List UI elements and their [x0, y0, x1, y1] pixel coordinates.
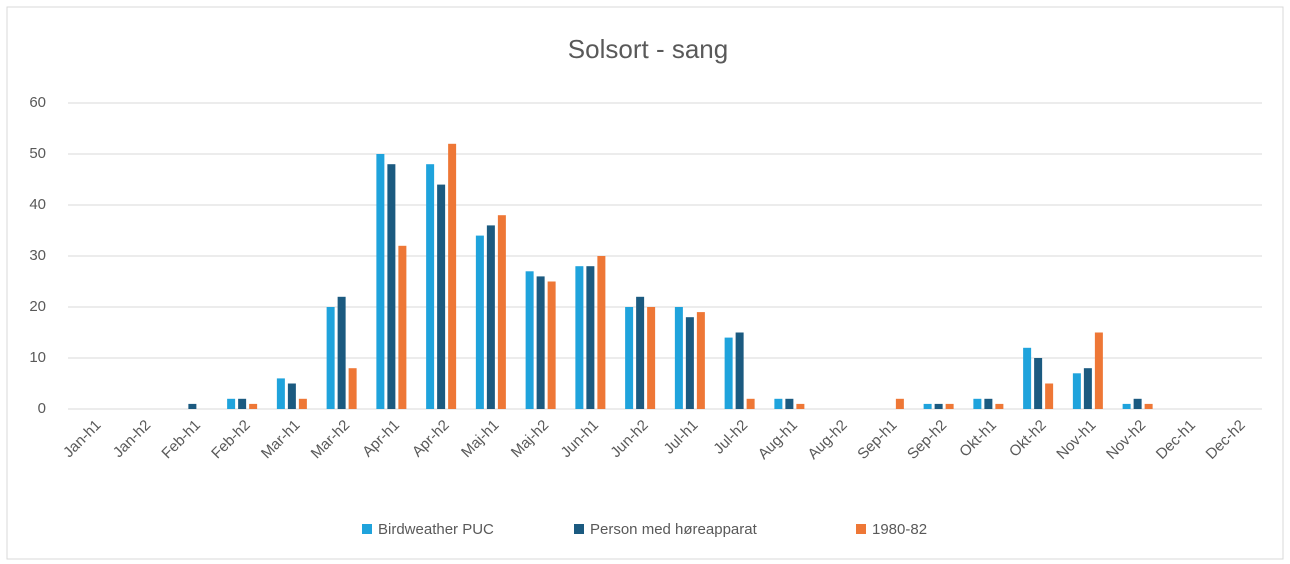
bar: [188, 403, 197, 409]
bar: [1045, 383, 1054, 409]
legend-swatch: [574, 524, 584, 534]
chart-frame: [6, 6, 1284, 560]
y-tick-label: 0: [38, 400, 46, 417]
bar: [735, 332, 744, 409]
bar: [973, 398, 982, 409]
bar: [348, 368, 357, 409]
legend-label: Person med høreapparat: [590, 521, 758, 538]
bar: [1083, 368, 1092, 409]
bar: [984, 398, 993, 409]
legend-label: 1980-82: [872, 521, 927, 538]
chart-title: Solsort - sang: [568, 34, 728, 64]
bar: [525, 271, 534, 409]
bar: [774, 398, 783, 409]
y-tick-label: 10: [29, 349, 46, 366]
bar: [995, 403, 1004, 409]
bar: [597, 256, 606, 409]
bar: [298, 398, 307, 409]
bar: [746, 398, 755, 409]
bar: [934, 403, 943, 409]
bar: [437, 184, 446, 409]
bar: [625, 307, 634, 409]
bar: [1094, 332, 1103, 409]
bar: [1122, 403, 1131, 409]
bar: [1133, 398, 1142, 409]
bar: [426, 164, 435, 409]
bar: [326, 307, 335, 409]
bar: [249, 403, 258, 409]
bar: [276, 378, 285, 409]
bar: [486, 225, 495, 409]
y-tick-label: 30: [29, 247, 46, 264]
bar: [923, 403, 932, 409]
bar: [238, 398, 247, 409]
bar: [227, 398, 236, 409]
y-tick-label: 60: [29, 94, 46, 111]
bar: [1072, 373, 1081, 409]
bar: [696, 312, 705, 409]
bar: [497, 215, 506, 409]
legend-label: Birdweather PUC: [378, 521, 494, 538]
bar: [337, 296, 346, 409]
y-tick-label: 50: [29, 145, 46, 162]
bar: [448, 143, 457, 410]
bar: [647, 307, 656, 409]
bar: [387, 164, 396, 409]
legend-swatch: [856, 524, 866, 534]
bar: [1144, 403, 1153, 409]
bar: [547, 281, 556, 409]
bar: [1023, 347, 1032, 409]
bar: [796, 403, 805, 409]
bar: [575, 266, 584, 409]
bar: [586, 266, 595, 409]
bar: [895, 398, 904, 409]
bar: [287, 383, 296, 409]
bar: [376, 154, 385, 409]
bar: [945, 403, 954, 409]
bar: [475, 235, 484, 409]
bar: [685, 317, 694, 409]
bar: [536, 276, 545, 409]
bar: [398, 245, 407, 409]
bar: [785, 398, 794, 409]
bar: [636, 296, 645, 409]
legend-swatch: [362, 524, 372, 534]
bar: [674, 307, 683, 409]
y-tick-label: 40: [29, 196, 46, 213]
bar: [1034, 358, 1043, 409]
bar: [724, 337, 733, 409]
y-tick-label: 20: [29, 298, 46, 315]
